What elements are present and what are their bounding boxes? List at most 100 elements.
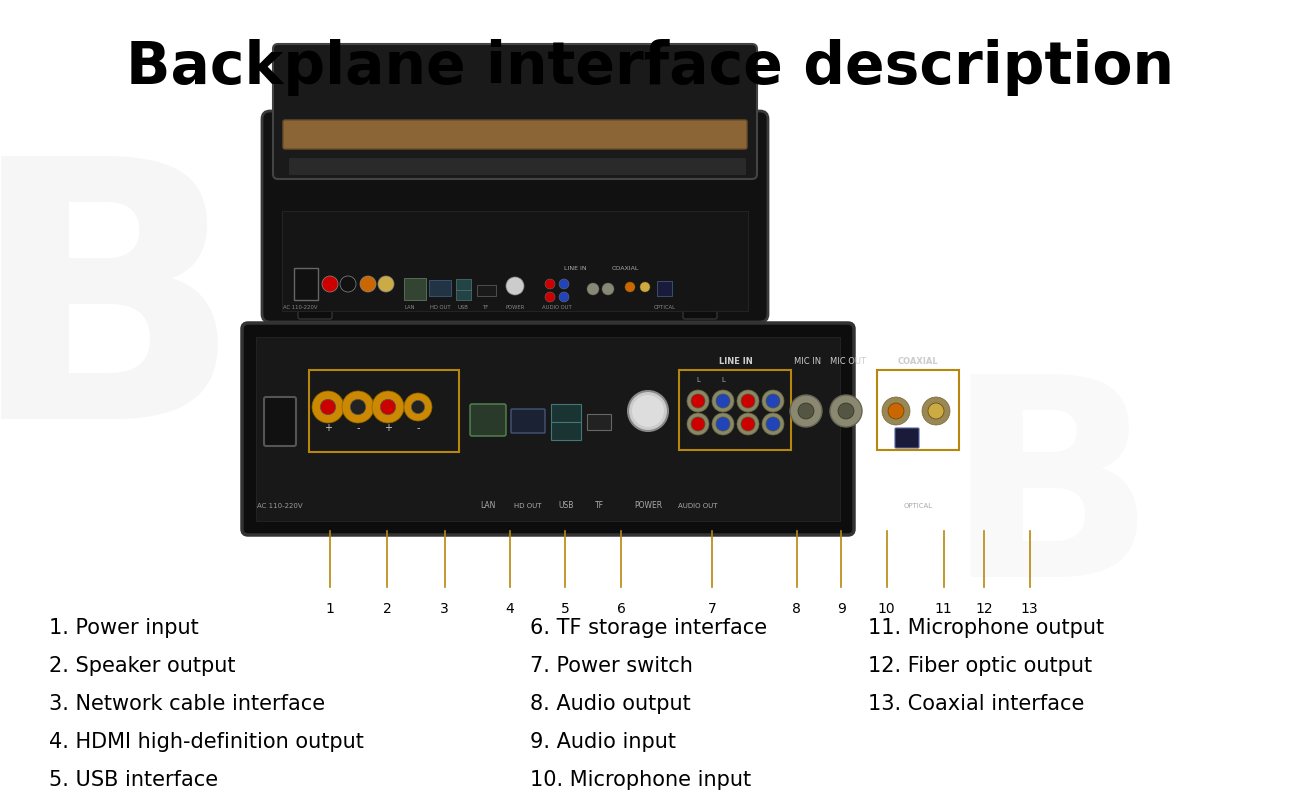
Circle shape [790,396,822,427]
Text: 2. Speaker output: 2. Speaker output [49,655,235,675]
Text: 10: 10 [878,601,896,615]
Text: -: - [416,422,420,433]
Text: MIC IN: MIC IN [794,357,822,366]
FancyBboxPatch shape [455,289,471,300]
Text: 2: 2 [384,601,391,615]
Circle shape [798,403,814,419]
Text: 5: 5 [562,601,569,615]
Circle shape [640,283,650,292]
FancyBboxPatch shape [242,324,854,536]
Circle shape [404,393,432,422]
FancyBboxPatch shape [588,414,611,430]
Text: OPTICAL: OPTICAL [654,305,676,310]
Circle shape [628,392,668,431]
Circle shape [559,279,569,290]
Text: USB: USB [458,305,468,310]
Text: 13: 13 [1020,601,1039,615]
Circle shape [545,292,555,303]
Text: MIC OUT: MIC OUT [829,357,866,366]
Circle shape [762,390,784,413]
Text: -: - [356,422,360,433]
FancyBboxPatch shape [551,405,581,422]
Circle shape [766,394,780,409]
Circle shape [686,390,708,413]
FancyBboxPatch shape [264,397,296,446]
Text: 1. Power input: 1. Power input [49,618,199,638]
Text: LINE IN: LINE IN [564,265,586,270]
Circle shape [320,400,335,415]
Text: AUDIO OUT: AUDIO OUT [679,503,718,508]
Circle shape [625,283,634,292]
Circle shape [360,277,376,292]
Circle shape [922,397,950,426]
Text: 6. TF storage interface: 6. TF storage interface [530,618,767,638]
Text: HD OUT: HD OUT [515,503,542,508]
Text: 1: 1 [326,601,334,615]
Circle shape [381,400,395,415]
Text: 4: 4 [506,601,514,615]
Text: 12: 12 [975,601,993,615]
Text: 3. Network cable interface: 3. Network cable interface [49,693,325,713]
Text: HD OUT: HD OUT [430,305,450,310]
FancyBboxPatch shape [682,304,718,320]
FancyBboxPatch shape [282,212,748,312]
FancyBboxPatch shape [273,45,757,180]
Text: Backplane interface description: Backplane interface description [126,39,1174,96]
FancyBboxPatch shape [283,120,748,150]
Circle shape [712,390,734,413]
Circle shape [692,394,705,409]
Text: POWER: POWER [506,305,525,310]
Text: AC 110-220V: AC 110-220V [257,503,303,508]
Circle shape [602,283,614,296]
Text: 8. Audio output: 8. Audio output [530,693,692,713]
Circle shape [928,403,944,419]
FancyBboxPatch shape [477,285,495,296]
Text: 5. USB interface: 5. USB interface [49,769,218,789]
Text: USB: USB [558,501,573,510]
Text: +: + [384,422,393,433]
Circle shape [378,277,394,292]
Circle shape [632,396,664,427]
Text: L: L [696,377,699,382]
FancyBboxPatch shape [429,281,451,296]
Circle shape [341,277,356,292]
Text: 12. Fiber optic output: 12. Fiber optic output [868,655,1092,675]
Text: TF: TF [594,501,603,510]
FancyBboxPatch shape [256,337,840,521]
Text: L: L [722,377,725,382]
Circle shape [888,403,904,419]
Text: 13. Coaxial interface: 13. Coaxial interface [868,693,1084,713]
Circle shape [545,279,555,290]
Text: OPTICAL: OPTICAL [903,503,932,508]
Circle shape [838,403,854,419]
FancyBboxPatch shape [263,112,768,323]
Text: AUDIO OUT: AUDIO OUT [542,305,572,310]
Text: AC 110-220V: AC 110-220V [283,305,317,310]
Text: +: + [324,422,332,433]
Circle shape [322,277,338,292]
Circle shape [692,418,705,431]
Circle shape [686,414,708,435]
Text: 11. Microphone output: 11. Microphone output [868,618,1105,638]
Circle shape [737,414,759,435]
Text: LAN: LAN [480,501,495,510]
Circle shape [559,292,569,303]
FancyBboxPatch shape [471,405,506,437]
FancyBboxPatch shape [455,279,471,290]
Text: 4. HDMI high-definition output: 4. HDMI high-definition output [49,731,364,751]
Circle shape [829,396,862,427]
Text: TF: TF [482,305,489,310]
Circle shape [741,394,755,409]
Text: 9: 9 [837,601,845,615]
Text: 9. Audio input: 9. Audio input [530,731,676,751]
Circle shape [762,414,784,435]
FancyBboxPatch shape [294,269,318,300]
FancyBboxPatch shape [551,422,581,441]
Circle shape [881,397,910,426]
Text: POWER: POWER [634,501,662,510]
Text: 11: 11 [935,601,953,615]
Text: 6: 6 [618,601,625,615]
Text: 8: 8 [793,601,801,615]
Text: B: B [944,365,1156,634]
Circle shape [741,418,755,431]
